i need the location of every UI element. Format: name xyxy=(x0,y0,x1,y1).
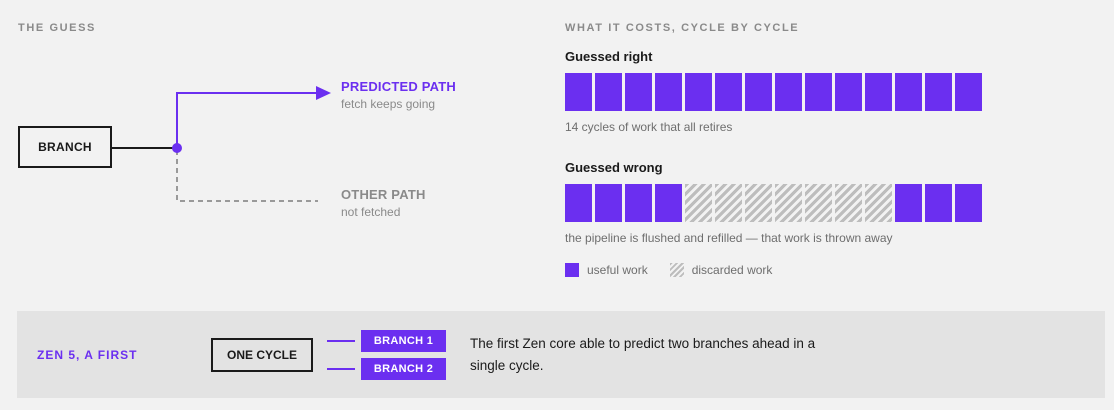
cycle-useful xyxy=(685,73,712,111)
cycle-discarded xyxy=(835,184,862,222)
predicted-path-title: PREDICTED PATH xyxy=(341,79,456,94)
cycle-useful xyxy=(595,184,622,222)
legend-useful: useful work xyxy=(565,263,648,277)
cycle-useful xyxy=(955,184,982,222)
the-guess-label: THE GUESS xyxy=(18,22,96,34)
cycle-useful xyxy=(745,73,772,111)
cycle-useful xyxy=(565,184,592,222)
cycle-discarded xyxy=(715,184,742,222)
cycle-discarded xyxy=(745,184,772,222)
zen5-label: ZEN 5, A FIRST xyxy=(37,348,138,362)
discarded-swatch-icon xyxy=(669,263,684,277)
useful-swatch-icon xyxy=(565,263,579,277)
cycle-discarded xyxy=(685,184,712,222)
guessed-right-title: Guessed right xyxy=(565,49,653,64)
guessed-right-cycles xyxy=(565,73,982,111)
guessed-wrong-title: Guessed wrong xyxy=(565,160,663,175)
zen5-panel: ZEN 5, A FIRST ONE CYCLE BRANCH 1 BRANCH… xyxy=(17,311,1105,398)
cycle-useful xyxy=(925,73,952,111)
cycle-discarded xyxy=(775,184,802,222)
cycle-useful xyxy=(865,73,892,111)
cycle-useful xyxy=(955,73,982,111)
cycle-useful xyxy=(925,184,952,222)
cycle-discarded xyxy=(865,184,892,222)
predicted-path-subtitle: fetch keeps going xyxy=(341,97,436,111)
one-cycle-box: ONE CYCLE xyxy=(211,338,313,372)
cycle-useful xyxy=(895,184,922,222)
legend-useful-label: useful work xyxy=(587,263,648,277)
zen5-description: The first Zen core able to predict two b… xyxy=(470,336,816,373)
cycle-legend: useful work discarded work xyxy=(565,263,794,277)
predicted-path-line xyxy=(176,92,318,148)
cycle-useful xyxy=(655,73,682,111)
cycle-useful xyxy=(625,184,652,222)
cycle-discarded xyxy=(805,184,832,222)
legend-discarded-label: discarded work xyxy=(691,263,773,277)
branch-point-dot xyxy=(172,143,182,153)
branch1-pill: BRANCH 1 xyxy=(361,330,446,352)
predicted-path-arrow-icon xyxy=(316,86,331,100)
cycle-useful xyxy=(775,73,802,111)
cost-section-label: WHAT IT COSTS, CYCLE BY CYCLE xyxy=(565,22,800,34)
other-path-title: OTHER PATH xyxy=(341,187,426,202)
branch-diagram xyxy=(112,86,331,202)
cycle-useful xyxy=(715,73,742,111)
other-path-subtitle: not fetched xyxy=(341,205,401,219)
branch-box: BRANCH xyxy=(18,126,112,168)
cycle-useful xyxy=(595,73,622,111)
cycle-useful xyxy=(805,73,832,111)
bottom-connectors xyxy=(327,340,355,370)
cycle-useful xyxy=(655,184,682,222)
guessed-wrong-caption: the pipeline is flushed and refilled — t… xyxy=(565,231,893,245)
cycle-useful xyxy=(565,73,592,111)
cycle-useful xyxy=(625,73,652,111)
branch2-pill: BRANCH 2 xyxy=(361,358,446,380)
cycle-useful xyxy=(835,73,862,111)
guessed-wrong-cycles xyxy=(565,184,982,222)
cycle-useful xyxy=(895,73,922,111)
other-path-line xyxy=(176,150,318,202)
guessed-right-caption: 14 cycles of work that all retires xyxy=(565,120,733,134)
legend-discarded: discarded work xyxy=(669,263,773,277)
